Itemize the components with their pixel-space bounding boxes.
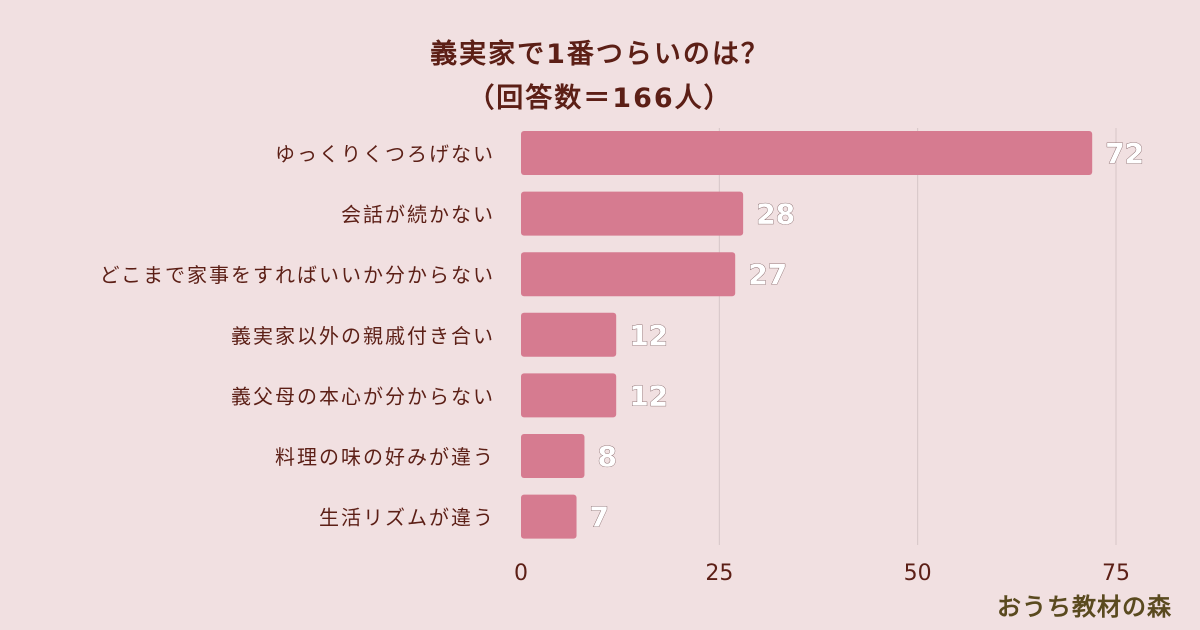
chart-subtitle: （回答数＝166人） xyxy=(467,83,733,114)
data-label: 72 xyxy=(1105,137,1144,170)
bar xyxy=(521,373,617,418)
data-label: 27 xyxy=(748,258,787,291)
bar xyxy=(521,191,744,236)
x-tick-label: 50 xyxy=(904,561,932,586)
data-label: 28 xyxy=(756,198,795,231)
data-label: 7 xyxy=(590,501,609,534)
category-label: どこまで家事をすればいいか分からない xyxy=(100,263,495,287)
x-tick-label: 25 xyxy=(705,561,733,586)
category-label: 義実家以外の親戚付き合い xyxy=(231,324,495,348)
data-label: 8 xyxy=(597,440,616,473)
category-label: 会話が続かない xyxy=(341,203,495,227)
category-label: 生活リズムが違う xyxy=(319,506,495,530)
category-label: 義父母の本心が分からない xyxy=(231,384,495,408)
category-label: 料理の味の好みが違う xyxy=(275,445,495,469)
bar xyxy=(521,434,585,478)
bar xyxy=(521,252,736,297)
brand-logo-text: おうち教材の森 xyxy=(997,592,1172,621)
data-label: 12 xyxy=(629,379,668,412)
bar xyxy=(521,131,1093,175)
bar xyxy=(521,494,577,539)
category-label: ゆっくりくつろげない xyxy=(275,142,495,166)
data-label: 12 xyxy=(629,319,668,352)
x-tick-label: 75 xyxy=(1102,561,1130,586)
bar xyxy=(521,312,617,357)
chart-title: 義実家で1番つらいのは？ xyxy=(430,39,770,70)
x-tick-label: 0 xyxy=(514,561,528,586)
